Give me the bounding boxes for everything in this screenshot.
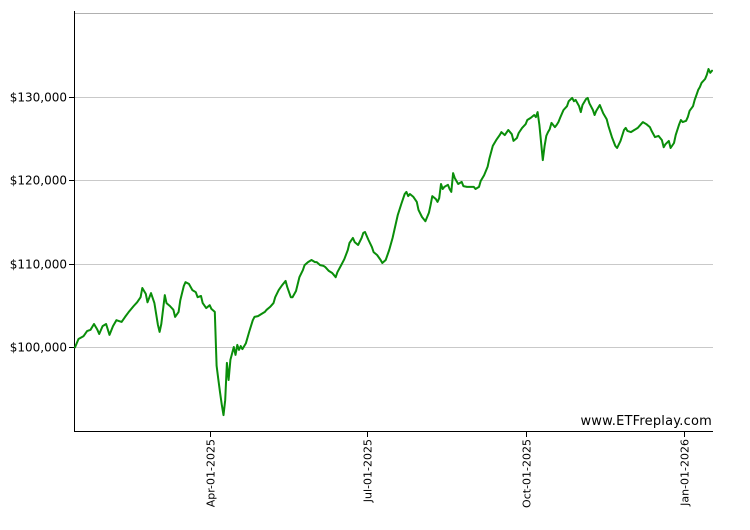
x-axis-labels: Apr-01-2025 Jul-01-2025 Oct-01-2025 Jan-01-… bbox=[205, 439, 692, 508]
y-axis-tick-label: $100,000 bbox=[10, 341, 67, 355]
x-axis-ticks bbox=[210, 431, 685, 437]
y-axis-tick-label: $110,000 bbox=[10, 258, 67, 272]
price-line bbox=[74, 68, 713, 417]
plot-borders bbox=[73, 11, 713, 433]
y-axis-tick-label: $120,000 bbox=[10, 174, 67, 188]
price-line-series bbox=[74, 68, 713, 417]
x-axis-tick-label: Apr-01-2025 bbox=[205, 439, 218, 507]
y-axis-tick-label: $130,000 bbox=[10, 91, 67, 105]
gridlines bbox=[75, 97, 713, 348]
y-axis-ticks bbox=[69, 97, 75, 348]
x-axis-tick-label: Jul-01-2025 bbox=[362, 439, 375, 503]
y-axis-labels: $100,000 $110,000 $120,000 $130,000 bbox=[10, 91, 67, 355]
watermark-text: www.ETFreplay.com bbox=[580, 414, 712, 429]
x-axis-tick-label: Jan-01-2026 bbox=[679, 439, 692, 507]
x-axis-tick-label: Oct-01-2025 bbox=[521, 439, 534, 508]
